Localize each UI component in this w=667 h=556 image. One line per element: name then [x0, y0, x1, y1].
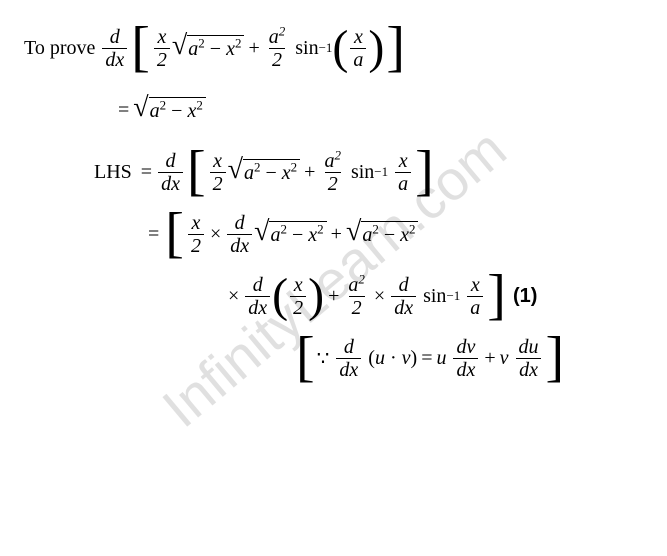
- because-symbol: ∵: [317, 346, 330, 371]
- text-lhs: LHS: [94, 161, 132, 184]
- frac-d-dx-2: d dx: [158, 150, 183, 195]
- paren-close: ): [368, 34, 384, 63]
- line-rhs: = √ a2 − x2: [24, 80, 643, 140]
- equation-reference: (1): [513, 285, 537, 308]
- line-lhs: LHS = d dx [ x 2 √ a2 − x2 + a2 2 sin−1 …: [24, 142, 643, 202]
- sqrt-result: √ a2 − x2: [133, 97, 206, 124]
- sin-inv: sin: [295, 37, 318, 60]
- line-to-prove: To prove d dx [ x 2 √ a2 − x2 + a2 2 sin…: [24, 18, 643, 78]
- right-bracket: ]: [384, 31, 407, 65]
- line-product-rule: [ ∵ d dx (u · v) = u dv dx + v du dx ]: [24, 328, 643, 388]
- line-expand-1: = [ x 2 × d dx √ a2 − x2 + √ a2 − x2: [24, 204, 643, 264]
- line-expand-2: × d dx ( x 2 ) + a2 2 × d dx sin−1 x a ]…: [24, 266, 643, 326]
- text-to-prove: To prove: [24, 37, 95, 60]
- paren-open: (: [332, 34, 348, 63]
- sqrt-a2-x2: √ a2 − x2: [172, 35, 245, 62]
- frac-x-2: x 2: [154, 26, 170, 71]
- left-bracket: [: [129, 31, 152, 65]
- frac-d-dx: d dx: [102, 26, 127, 71]
- frac-x-a: x a: [350, 26, 366, 71]
- frac-a2-2: a2 2: [266, 26, 289, 71]
